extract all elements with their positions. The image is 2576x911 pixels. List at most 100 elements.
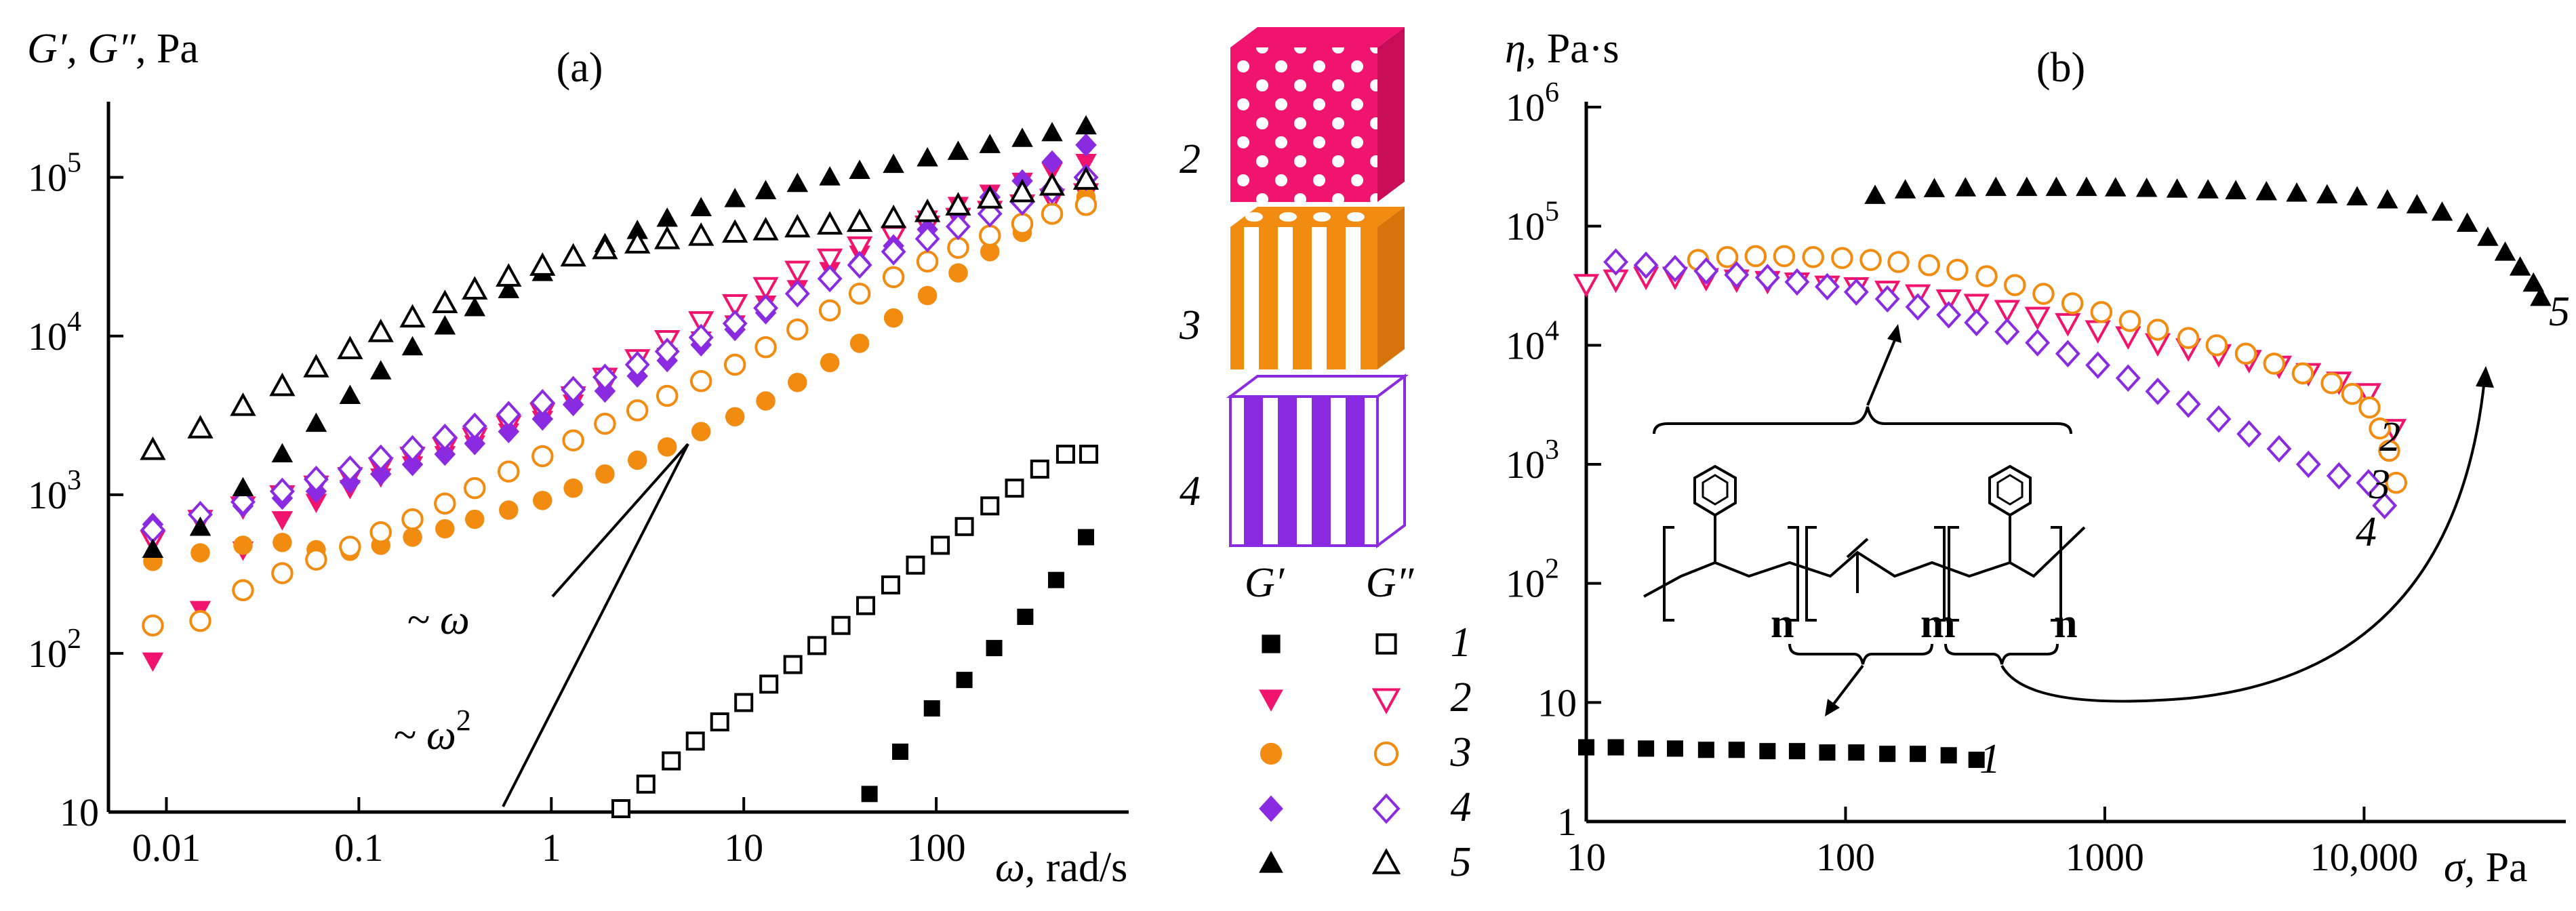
a-point-s3-gp — [756, 391, 776, 411]
a-point-s2-gpp — [752, 277, 779, 301]
b-point-s3 — [1975, 265, 1998, 287]
a-point-s5-gpp — [529, 252, 556, 276]
b-point-s3 — [2234, 342, 2257, 365]
a-point-s5-gp — [656, 207, 678, 227]
b-point-s4 — [2326, 462, 2352, 490]
arrow-to-curve-5 — [2000, 379, 2486, 703]
a-point-s3-gp — [883, 308, 904, 328]
b-point-s3 — [1744, 245, 1767, 268]
a-point-s1-gp — [923, 700, 940, 717]
sub-n-left: n — [1771, 601, 1794, 647]
b-point-s5 — [2431, 201, 2453, 221]
b-point-s5 — [2456, 212, 2478, 232]
arrow-head-5 — [2476, 366, 2494, 388]
a-point-s4-gpp — [368, 444, 394, 472]
a-point-s1-gpp — [734, 693, 754, 712]
b-point-s3 — [2205, 334, 2228, 357]
a-point-s4-gp — [434, 442, 456, 466]
a-point-s5-gpp — [816, 211, 843, 235]
legend-mark-filled-3 — [1260, 742, 1283, 765]
b-point-s3 — [1831, 247, 1853, 269]
b-point-s1 — [1638, 740, 1655, 757]
a-point-s5-gp — [1011, 127, 1033, 147]
b-xtick-label: 1000 — [2066, 835, 2144, 879]
morph-spheres-cube — [1230, 27, 1405, 202]
ann-omega-text: ~ ω — [407, 597, 470, 643]
a-point-s5-gpp — [784, 214, 811, 238]
ann-omega2: ~ ω2 — [393, 704, 471, 758]
a-point-s3-gp — [917, 285, 938, 306]
b-point-s5 — [2016, 176, 2038, 197]
legend-num-5: 5 — [1451, 839, 1472, 885]
a-point-s1-gpp — [636, 774, 656, 794]
a-point-s3-gpp — [562, 429, 584, 451]
b-point-s3 — [1859, 249, 1882, 271]
b-point-s5 — [1985, 176, 2007, 197]
a-point-s5-gp — [271, 443, 294, 463]
legend-head-gprime: G′ — [1245, 560, 1285, 606]
b-point-s5 — [2477, 226, 2499, 246]
a-point-s5-gpp — [496, 263, 522, 287]
a-point-s4-gpp — [624, 350, 650, 379]
legend-num-1: 1 — [1451, 620, 1472, 666]
a-marks — [140, 115, 1100, 819]
b-point-s3 — [2291, 362, 2314, 385]
b-point-s5 — [2225, 180, 2247, 199]
a-point-s1-gpp — [1055, 445, 1075, 464]
a-point-s4-gpp — [400, 434, 425, 463]
b-point-s5 — [2530, 286, 2552, 306]
a-point-s1-gp — [1048, 571, 1065, 588]
a-point-s3-gpp — [1011, 212, 1034, 235]
a-point-s5-gpp — [752, 216, 779, 241]
a-point-s4-gpp — [496, 401, 521, 428]
ann-omega: ~ ω — [407, 597, 470, 643]
a-point-s3-gpp — [1074, 194, 1098, 216]
b-point-s5 — [2316, 184, 2338, 203]
a-point-s3-gpp — [978, 224, 1001, 247]
a-point-s3-gpp — [434, 492, 456, 515]
a-point-s5-gpp — [880, 204, 907, 228]
a-point-s5-gpp — [914, 198, 941, 222]
a-point-s1-gpp — [807, 636, 827, 655]
a-point-s2-gp — [305, 493, 327, 514]
b-point-s3 — [1918, 254, 1940, 277]
b-point-s5 — [2135, 178, 2158, 197]
a-point-s4-gp — [1041, 150, 1063, 174]
a-point-s1-gp — [1078, 529, 1095, 546]
b-point-s5 — [2377, 188, 2398, 209]
a-point-s5-gp — [947, 140, 969, 160]
a-point-s1-gpp — [856, 596, 876, 615]
a-point-s3-gpp — [339, 535, 361, 558]
a-point-s2-gpp — [688, 311, 715, 335]
a-point-s2-gpp — [846, 236, 873, 260]
a-point-s4-gp — [369, 462, 392, 486]
a-point-s5-gpp — [688, 222, 715, 246]
legend-mark-filled-1 — [1262, 634, 1281, 653]
structure-brace-butadiene — [1788, 643, 1933, 665]
b-point-s5 — [2346, 186, 2368, 205]
b-xlabel: σ, Pa — [2444, 845, 2528, 891]
sub-m: m — [1920, 601, 1956, 647]
legend-mark-open-2 — [1371, 688, 1401, 714]
b-point-s5 — [2197, 179, 2219, 199]
b-point-s3 — [2385, 471, 2408, 494]
a-point-s5-gpp — [337, 336, 363, 359]
a-point-s3-gpp — [142, 614, 164, 636]
b-point-s5 — [2166, 178, 2188, 198]
a-point-s3-gp — [233, 535, 253, 555]
a-point-s4-gpp — [561, 376, 586, 403]
b-ytick-label: 106 — [1506, 77, 1559, 129]
a-point-s5-gpp — [367, 319, 394, 342]
a-point-s4-gpp — [303, 465, 329, 493]
a-point-s5-gpp — [432, 289, 458, 313]
a-xlabel-sym: ω — [995, 845, 1025, 891]
b-point-s3 — [1946, 258, 1969, 281]
omega-slope-line — [551, 443, 689, 598]
b-point-s4 — [2266, 434, 2292, 463]
legend-mark-open-5 — [1371, 848, 1401, 874]
a-point-s4-gpp — [722, 310, 748, 338]
a-point-s3-gp — [273, 533, 292, 552]
b-point-s3 — [2320, 372, 2343, 394]
